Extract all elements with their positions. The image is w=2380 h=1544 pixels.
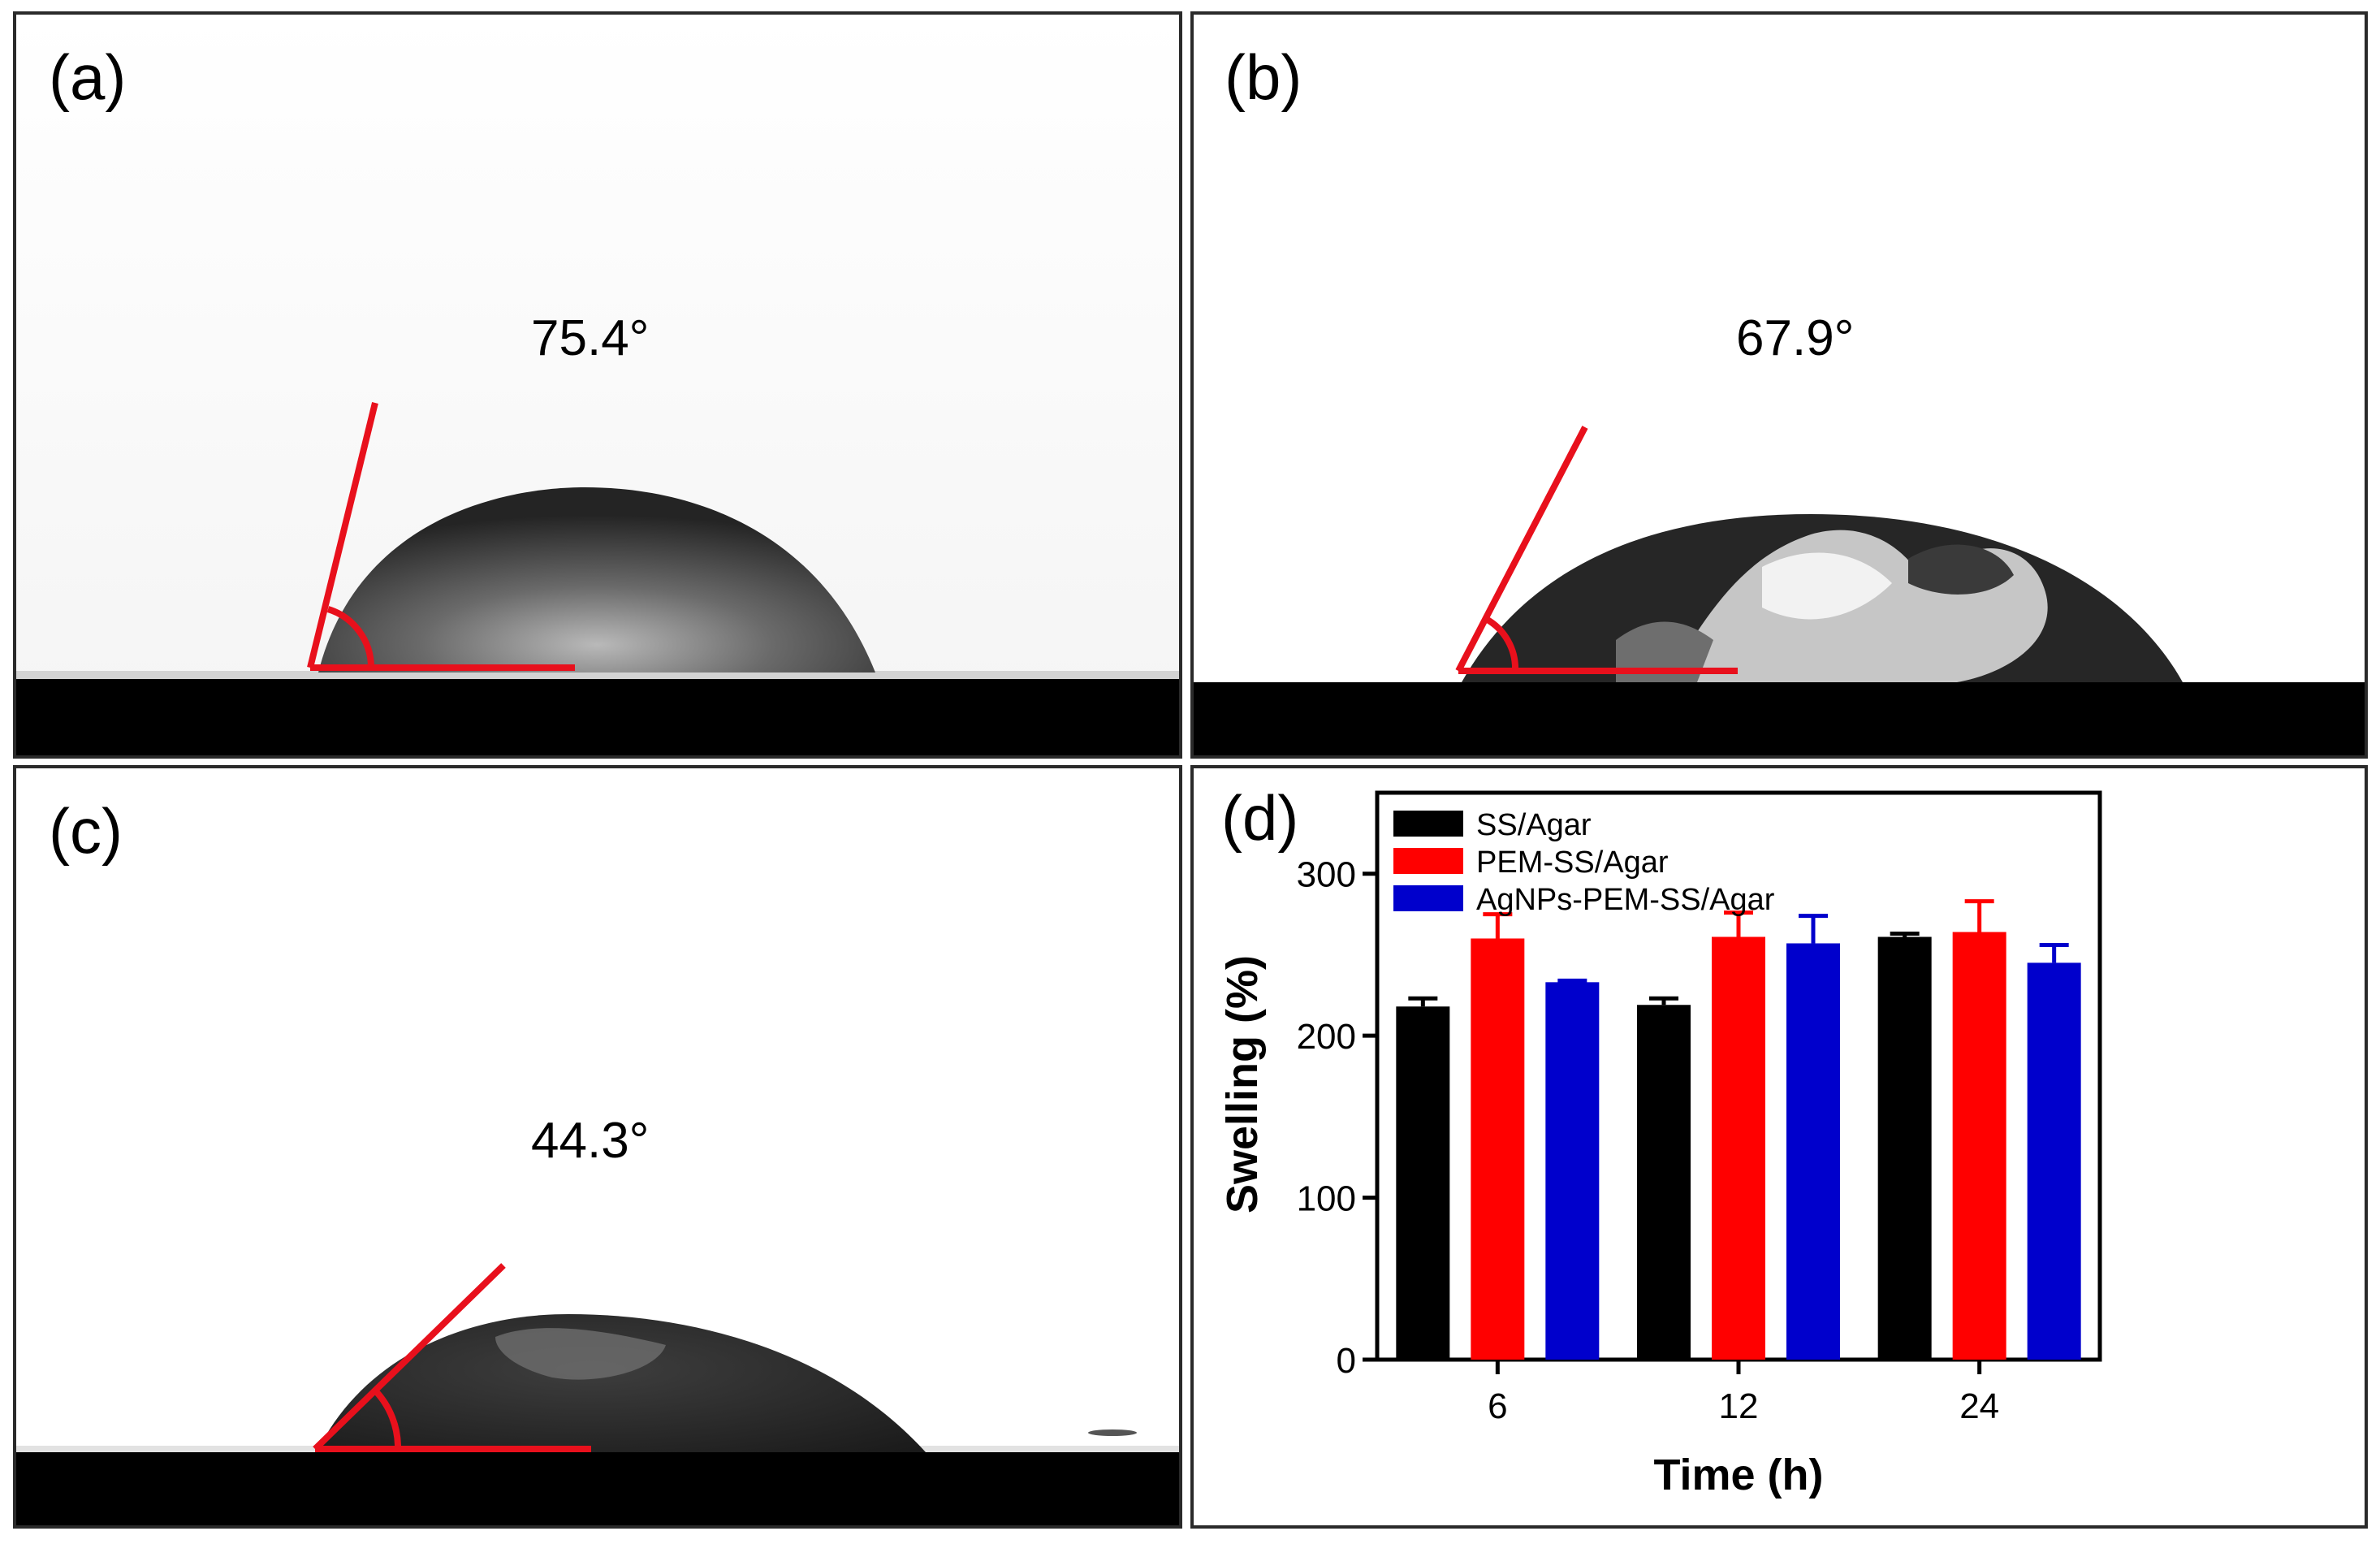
contact-angle-value: 75.4° xyxy=(531,310,650,366)
contact-angle-marker xyxy=(1455,426,1738,674)
y-tick-label: 0 xyxy=(1337,1341,1356,1381)
x-axis-label: Time (h) xyxy=(1653,1451,1823,1499)
droplet xyxy=(317,1314,926,1452)
contact-angle-value: 67.9° xyxy=(1736,310,1855,366)
bar-ss-agar xyxy=(1877,936,1932,1360)
panel-c: (c) 44.3° xyxy=(13,765,1182,1529)
bar-pem-ss-agar xyxy=(1471,938,1525,1360)
bar-agnps-pem-ss-agar xyxy=(2027,962,2081,1360)
panel-b: (b) 67.9° xyxy=(1190,11,2368,759)
legend-label: SS/Agar xyxy=(1476,808,1592,842)
legend-swatch xyxy=(1393,811,1463,837)
panel-d: (d) 0 100 200 300 6 12 24 Time (h) Swelling (%) S… xyxy=(1190,765,2368,1529)
contact-angle-marker xyxy=(307,402,575,671)
legend-label: AgNPs-PEM-SS/Agar xyxy=(1476,883,1775,917)
panel-a: (a) 75.4° xyxy=(13,11,1182,759)
drop-image-b xyxy=(1194,15,2365,755)
bar-ss-agar xyxy=(1637,1005,1691,1360)
panel-label: (c) xyxy=(49,795,123,867)
y-tick-label: 100 xyxy=(1297,1179,1356,1219)
legend-swatch xyxy=(1393,885,1463,911)
panel-label: (b) xyxy=(1225,41,1302,113)
drop-image-c xyxy=(16,768,1179,1525)
contact-angle-marker xyxy=(313,1263,591,1452)
substrate xyxy=(1194,682,2365,755)
bar-agnps-pem-ss-agar xyxy=(1545,982,1600,1360)
x-tick-label: 6 xyxy=(1488,1386,1507,1426)
y-tick-label: 200 xyxy=(1297,1017,1356,1057)
x-tick-label: 24 xyxy=(1959,1386,1999,1426)
legend-swatch xyxy=(1393,848,1463,874)
legend-label: PEM-SS/Agar xyxy=(1476,846,1669,880)
y-axis-label: Swelling (%) xyxy=(1218,955,1267,1213)
panel-label: (a) xyxy=(49,41,127,113)
contact-angle-value: 44.3° xyxy=(531,1113,650,1169)
droplet xyxy=(318,487,875,673)
panel-label: (d) xyxy=(1221,782,1299,854)
bar-ss-agar xyxy=(1396,1006,1450,1360)
swelling-bar-chart: 0 100 200 300 6 12 24 Time (h) Swelling (%) SS/Ag… xyxy=(1218,790,2102,1499)
x-tick-label: 12 xyxy=(1719,1386,1759,1426)
drop-image-a xyxy=(16,15,1179,755)
substrate xyxy=(16,679,1179,755)
bar-pem-ss-agar xyxy=(1712,936,1765,1360)
bar-agnps-pem-ss-agar xyxy=(1786,943,1840,1360)
substrate xyxy=(16,1452,1179,1525)
bar-pem-ss-agar xyxy=(1952,932,2006,1360)
y-tick-label: 300 xyxy=(1297,855,1356,895)
